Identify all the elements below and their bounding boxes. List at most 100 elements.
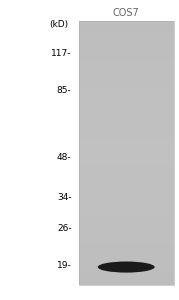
Bar xyxy=(79,161,174,164)
Bar xyxy=(79,186,174,188)
Text: 19-: 19- xyxy=(57,260,72,269)
Bar xyxy=(79,21,174,23)
Bar xyxy=(79,71,174,74)
Bar xyxy=(79,214,174,217)
Bar xyxy=(79,232,174,234)
Bar xyxy=(79,36,174,39)
Bar xyxy=(79,256,174,259)
Bar xyxy=(79,155,174,158)
Text: 26-: 26- xyxy=(57,224,72,233)
Bar xyxy=(79,102,174,105)
Bar xyxy=(79,263,174,265)
Bar xyxy=(79,87,174,89)
Bar xyxy=(79,146,174,148)
Bar xyxy=(79,54,174,56)
Bar xyxy=(79,278,174,280)
Bar xyxy=(79,151,174,153)
Ellipse shape xyxy=(98,262,155,273)
Bar xyxy=(79,272,174,274)
Text: 48-: 48- xyxy=(57,153,72,162)
Bar xyxy=(79,85,174,87)
Bar xyxy=(79,43,174,45)
Bar xyxy=(79,184,174,186)
Bar xyxy=(79,38,174,41)
Bar xyxy=(79,56,174,58)
Bar xyxy=(79,254,174,256)
Bar xyxy=(79,144,174,146)
Bar xyxy=(79,124,174,127)
Bar xyxy=(79,168,174,171)
Bar xyxy=(79,135,174,138)
Bar xyxy=(79,133,174,135)
Bar xyxy=(79,118,174,120)
Bar xyxy=(79,27,174,30)
Bar xyxy=(79,111,174,113)
Bar xyxy=(79,109,174,111)
Bar xyxy=(79,245,174,248)
Bar xyxy=(79,21,174,285)
Bar xyxy=(79,217,174,219)
Bar xyxy=(79,203,174,206)
Bar xyxy=(79,93,174,96)
Bar xyxy=(79,126,174,129)
Bar xyxy=(79,267,174,270)
Bar xyxy=(79,69,174,72)
Bar xyxy=(79,238,174,241)
Bar xyxy=(79,47,174,50)
Text: 85-: 85- xyxy=(57,86,72,95)
Bar xyxy=(79,49,174,52)
Bar xyxy=(79,276,174,278)
Bar xyxy=(79,199,174,201)
Bar xyxy=(79,23,174,26)
Bar xyxy=(79,190,174,193)
Bar xyxy=(79,208,174,210)
Bar xyxy=(79,62,174,65)
Bar xyxy=(79,91,174,94)
Bar xyxy=(79,153,174,155)
Bar xyxy=(79,280,174,283)
Bar xyxy=(79,74,174,76)
Bar xyxy=(79,210,174,212)
Bar xyxy=(79,283,174,285)
Bar xyxy=(79,181,174,184)
Bar xyxy=(79,265,174,267)
Bar xyxy=(79,148,174,151)
Bar xyxy=(79,221,174,223)
Bar xyxy=(79,274,174,276)
Bar xyxy=(79,157,174,160)
Bar xyxy=(79,192,174,195)
Bar xyxy=(79,45,174,47)
Bar xyxy=(79,166,174,168)
Bar xyxy=(79,212,174,214)
Bar xyxy=(79,159,174,162)
Bar xyxy=(79,122,174,124)
Bar xyxy=(79,188,174,190)
Bar xyxy=(79,137,174,140)
Bar xyxy=(79,142,174,144)
Bar xyxy=(79,32,174,34)
Bar xyxy=(79,194,174,197)
Bar xyxy=(79,250,174,252)
Bar xyxy=(79,243,174,245)
Bar xyxy=(79,225,174,228)
Bar xyxy=(79,82,174,85)
Bar xyxy=(79,131,174,133)
Bar xyxy=(79,106,174,109)
Bar xyxy=(79,175,174,177)
Bar xyxy=(79,164,174,166)
Bar xyxy=(79,60,174,63)
Text: (kD): (kD) xyxy=(49,20,68,28)
Bar xyxy=(79,65,174,67)
Bar xyxy=(79,95,174,98)
Bar xyxy=(79,258,174,261)
Bar xyxy=(79,104,174,107)
Bar xyxy=(79,115,174,118)
Bar xyxy=(79,236,174,239)
Bar xyxy=(79,120,174,122)
Bar xyxy=(79,58,174,61)
Bar xyxy=(79,223,174,226)
Bar xyxy=(79,252,174,254)
Bar xyxy=(79,230,174,232)
Bar xyxy=(79,89,174,92)
Bar xyxy=(79,201,174,204)
